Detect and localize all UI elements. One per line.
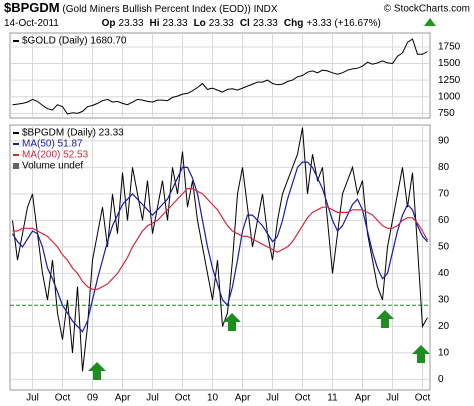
symbol: $BPGDM — [4, 0, 60, 15]
date: 14-Oct-2011 — [4, 18, 59, 29]
y-tick-label: 1500 — [438, 58, 461, 69]
quote-value: 23.33 — [253, 18, 278, 29]
legend-label: MA(50) 51.87 — [22, 139, 83, 150]
x-tick-label: Oct — [55, 393, 71, 404]
y-tick-label: 1750 — [438, 42, 461, 53]
exchange: INDX — [254, 4, 278, 15]
series-line — [11, 161, 428, 333]
arrow — [223, 313, 241, 331]
credit: © StockCharts.com — [384, 4, 470, 15]
quote-line: 14-Oct-2011 Op 23.33 Hi 23.33 Lo 23.33 Cl 23.33… — [4, 18, 381, 29]
arrow — [376, 310, 394, 328]
x-tick-label: Oct — [175, 393, 191, 404]
annotations — [88, 310, 430, 380]
series-line — [12, 188, 429, 290]
y-tick-label: 40 — [438, 268, 450, 279]
arrow — [412, 345, 430, 363]
arrow — [88, 362, 106, 380]
y-tick-label: 1250 — [438, 75, 461, 86]
legend-label: Volume undef — [22, 161, 83, 172]
legend-label: $BPGDM (Daily) 23.33 — [22, 128, 124, 139]
y-tick-label: 90 — [438, 136, 450, 147]
x-tick-label: Apr — [355, 393, 371, 404]
x-tick-label: 11 — [327, 393, 338, 404]
quote-value: +3.33 (+16.67%) — [306, 18, 381, 29]
quote-value: 23.33 — [119, 18, 144, 29]
header-line: $BPGDM (Gold Miners Bullish Percent Inde… — [4, 0, 278, 15]
quote-value: 23.33 — [163, 18, 188, 29]
x-tick-label: Oct — [415, 393, 431, 404]
y-tick-label: 70 — [438, 189, 450, 200]
x-tick-label: Apr — [235, 393, 251, 404]
legend-swatch — [13, 163, 19, 169]
x-tick-label: Jul — [26, 393, 39, 404]
up-icon — [424, 18, 436, 26]
y-tick-label: 30 — [438, 295, 450, 306]
y-tick-label: 20 — [438, 321, 450, 332]
y-tick-label: 750 — [438, 108, 455, 119]
quote-label: Op — [102, 18, 116, 29]
x-tick-label: Jul — [146, 393, 159, 404]
series-line — [12, 38, 428, 115]
y-tick-label: 50 — [438, 242, 450, 253]
x-tick-label: 10 — [207, 393, 219, 404]
quote-label: Hi — [150, 18, 160, 29]
x-tick-label: Oct — [295, 393, 311, 404]
panel-frame — [9, 124, 431, 391]
panel-frame — [9, 32, 431, 119]
legend-label: MA(200) 52.53 — [22, 150, 89, 161]
plot-layer: Jul Oct 09 Apr Jul Oct 10 Apr Jul Oct 11 Apr Jul Oct 7… — [10, 33, 461, 404]
x-tick-label: Jul — [266, 393, 279, 404]
quote-label: Cl — [240, 18, 250, 29]
x-tick-label: 09 — [87, 393, 99, 404]
y-tick-label: 1000 — [438, 91, 461, 102]
x-tick-label: Apr — [115, 393, 131, 404]
quote-value: 23.33 — [209, 18, 234, 29]
y-tick-label: 10 — [438, 348, 450, 359]
legend-label: $GOLD (Daily) 1680.70 — [22, 36, 127, 47]
x-tick-label: Jul — [386, 393, 399, 404]
quote-label: Lo — [194, 18, 206, 29]
y-tick-label: 60 — [438, 215, 450, 226]
quote-label: Chg — [284, 18, 303, 29]
index-name: (Gold Miners Bullish Percent Index (EOD)… — [62, 4, 250, 15]
y-tick-label: 80 — [438, 162, 450, 173]
y-tick-label: 0 — [438, 374, 444, 385]
